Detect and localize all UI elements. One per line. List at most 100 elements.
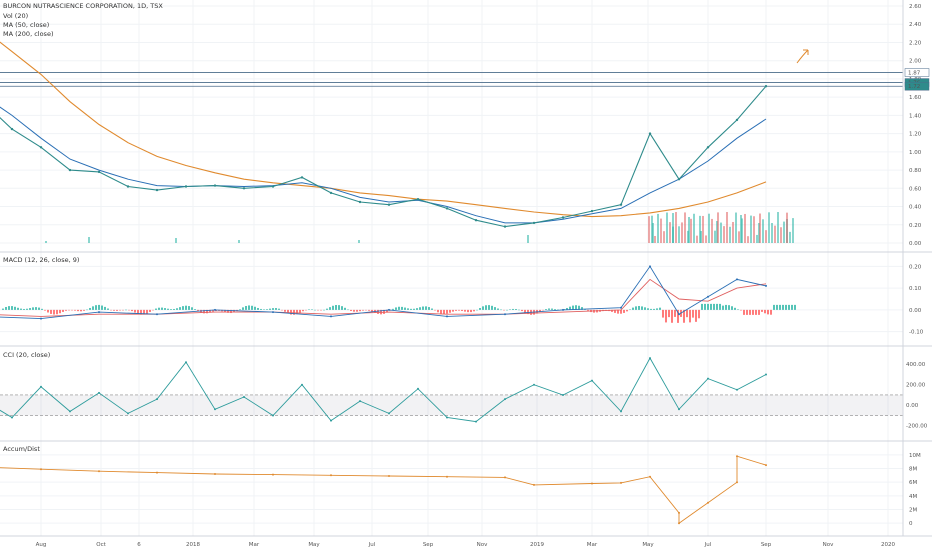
price-point[interactable] [706,146,710,149]
cci-point[interactable] [649,357,651,360]
cci-point[interactable] [388,412,390,415]
price-point[interactable] [445,207,449,210]
accum-dist-point[interactable] [736,455,738,458]
macd-point[interactable] [156,313,158,316]
accum-dist-line[interactable] [0,455,767,525]
cci-point[interactable] [98,391,100,394]
cci-point[interactable] [330,419,332,422]
cci-point[interactable] [127,412,129,415]
macd-point[interactable] [388,308,390,311]
price-point[interactable] [590,209,594,213]
cci-point[interactable] [562,394,564,396]
accum-dist-point[interactable] [504,476,506,479]
price-point[interactable] [68,168,72,172]
macd-pane[interactable]: 0.20 0.10 0.00 -0.10 [0,264,924,336]
price-point[interactable] [242,187,246,190]
accum-dist-point[interactable] [272,473,274,476]
accum-dist-point[interactable] [591,482,593,485]
macd-point[interactable] [765,284,767,287]
price-point[interactable] [474,219,478,222]
price-point[interactable] [300,176,304,179]
cci-point[interactable] [446,416,448,419]
price-point[interactable] [503,225,507,228]
macd-signal-line[interactable] [0,278,767,317]
price-point[interactable] [97,170,101,174]
ma200-line[interactable] [0,29,767,218]
cci-point[interactable] [301,383,303,386]
cci-point[interactable] [765,373,767,376]
price-pane[interactable]: 2.602.402.202.001.801.601.401.201.000.80… [0,4,930,247]
macd-point[interactable] [736,278,738,281]
cci-point[interactable] [69,410,71,413]
macd-point[interactable] [272,311,274,314]
accum-dist-point[interactable] [40,468,42,471]
accum-dist-point[interactable] [214,473,216,475]
macd-point[interactable] [40,317,42,320]
macd-point[interactable] [446,315,448,318]
price-point[interactable] [329,191,333,195]
price-point[interactable] [416,198,420,201]
macd-point[interactable] [504,313,506,316]
cci-point[interactable] [214,408,216,411]
accum-dist-point[interactable] [678,522,680,525]
price-point[interactable] [764,85,768,88]
macd-point[interactable] [649,265,651,268]
price-point[interactable] [126,185,130,188]
cci-point[interactable] [591,379,593,382]
cci-point[interactable] [678,408,680,411]
cci-point[interactable] [736,388,738,391]
price-point[interactable] [271,185,275,188]
price-point[interactable] [561,216,565,219]
price-point[interactable] [10,127,14,131]
cci-point[interactable] [156,398,158,401]
price-point[interactable] [213,184,217,187]
macd-point[interactable] [562,308,564,311]
ma50-line[interactable] [0,95,767,224]
price-point[interactable] [155,188,159,192]
macd-point[interactable] [98,311,100,314]
price-point[interactable] [387,203,391,206]
price-point[interactable] [39,146,43,149]
cci-point[interactable] [40,385,42,388]
accum-dist-point[interactable] [533,483,535,486]
macd-point[interactable] [214,308,216,311]
accum-dist-point[interactable] [330,474,332,477]
accum-dist-point[interactable] [707,501,709,504]
macd-point[interactable] [707,295,709,298]
price-point[interactable] [532,221,536,225]
accum-dist-point[interactable] [446,475,448,478]
price-point[interactable] [619,203,623,206]
accum-dist-point[interactable] [765,464,767,467]
cci-pane[interactable]: 400.00 200.00 0.00 -200.00 [0,357,928,430]
price-point[interactable] [648,132,652,135]
accum-dist-point[interactable] [736,481,738,484]
cci-point[interactable] [359,400,361,403]
cci-point[interactable] [272,414,274,417]
cci-point[interactable] [707,377,709,380]
cci-point[interactable] [243,396,245,398]
price-point[interactable] [735,118,739,122]
accum-dist-point[interactable] [98,470,100,473]
accum-dist-pane[interactable]: 10M 8M 6M 4M 2M 0 [0,453,921,527]
cci-point[interactable] [620,410,622,413]
cci-point[interactable] [533,383,535,386]
price-point[interactable] [184,185,188,188]
cci-point[interactable] [417,387,419,390]
macd-point[interactable] [330,315,332,318]
accum-dist-point[interactable] [388,475,390,477]
cci-line[interactable] [0,357,767,423]
accum-dist-point[interactable] [649,475,651,478]
accum-dist-point[interactable] [678,511,680,514]
cci-point[interactable] [11,416,13,419]
price-point[interactable] [358,200,362,204]
price-close-line[interactable] [0,85,767,228]
macd-point[interactable] [678,313,680,316]
cci-point[interactable] [504,398,506,401]
macd-point[interactable] [620,306,622,309]
price-point[interactable] [677,178,681,181]
accum-dist-point[interactable] [156,471,158,474]
cci-point[interactable] [475,420,477,423]
cci-point[interactable] [185,361,187,364]
accum-dist-point[interactable] [620,481,622,484]
